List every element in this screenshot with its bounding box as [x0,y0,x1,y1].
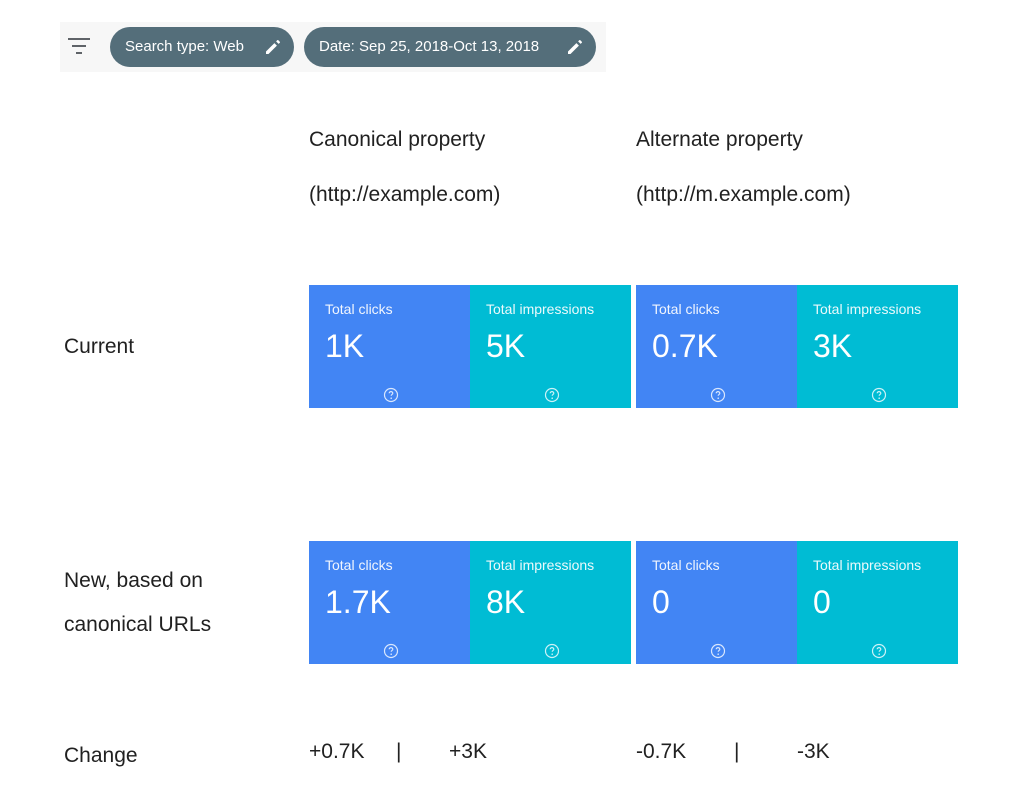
current-alternate-impressions-card[interactable]: Total impressions 3K [797,285,958,408]
card-title: Total impressions [486,301,595,317]
row-label-change: Change [64,744,138,767]
change-canonical-separator: | [396,740,402,763]
pencil-icon[interactable] [264,38,282,56]
new-alternate-clicks-card[interactable]: Total clicks 0 [636,541,797,664]
new-alternate-impressions-card[interactable]: Total impressions 0 [797,541,958,664]
card-title: Total impressions [813,301,922,317]
card-title: Total clicks [652,557,720,573]
change-alternate-clicks: -0.7K [636,740,687,763]
change-alternate-separator: | [734,740,740,763]
card-title: Total impressions [486,557,595,573]
change-canonical-impressions: +3K [449,740,487,763]
card-value: 1K [325,328,365,364]
canonical-property-url: (http://example.com) [309,183,501,206]
help-circle-icon[interactable] [383,643,399,659]
card-value: 8K [486,584,526,620]
row-label-new-line1: New, based on [64,569,203,592]
date-filter-chip[interactable]: Date: Sep 25, 2018-Oct 13, 2018 [304,27,596,67]
card-value: 1.7K [325,584,391,620]
card-value: 0 [813,584,831,620]
card-value: 0 [652,584,670,620]
card-title: Total clicks [652,301,720,317]
card-value: 0.7K [652,328,718,364]
filter-icon[interactable] [68,36,90,56]
alternate-property-title: Alternate property [636,128,803,151]
pencil-icon[interactable] [566,38,584,56]
current-alternate-clicks-card[interactable]: Total clicks 0.7K [636,285,797,408]
help-circle-icon[interactable] [710,643,726,659]
row-label-current: Current [64,335,135,358]
card-value: 3K [813,328,853,364]
filter-bar: Search type: Web Date: Sep 25, 2018-Oct … [60,22,606,72]
help-circle-icon[interactable] [544,643,560,659]
date-filter-label: Date: Sep 25, 2018-Oct 13, 2018 [319,38,540,55]
help-circle-icon[interactable] [544,387,560,403]
card-value: 5K [486,328,526,364]
card-title: Total impressions [813,557,922,573]
help-circle-icon[interactable] [871,387,887,403]
change-canonical-clicks: +0.7K [309,740,365,763]
canonical-property-title: Canonical property [309,128,486,151]
help-circle-icon[interactable] [383,387,399,403]
alternate-property-url: (http://m.example.com) [636,183,851,206]
help-circle-icon[interactable] [871,643,887,659]
search-type-filter-chip[interactable]: Search type: Web [110,27,294,67]
current-canonical-clicks-card[interactable]: Total clicks 1K [309,285,470,408]
change-alternate-impressions: -3K [797,740,830,763]
current-canonical-impressions-card[interactable]: Total impressions 5K [470,285,631,408]
row-label-new: New, based on canonical URLs [64,559,211,647]
card-title: Total clicks [325,301,393,317]
search-type-filter-label: Search type: Web [125,38,244,55]
row-label-new-line2: canonical URLs [64,613,212,636]
new-canonical-clicks-card[interactable]: Total clicks 1.7K [309,541,470,664]
card-title: Total clicks [325,557,393,573]
help-circle-icon[interactable] [710,387,726,403]
new-canonical-impressions-card[interactable]: Total impressions 8K [470,541,631,664]
